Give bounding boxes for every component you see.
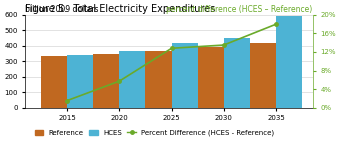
Bar — [93, 54, 119, 108]
Bar — [250, 43, 276, 108]
Text: percent difference (HCES – Reference): percent difference (HCES – Reference) — [166, 5, 312, 14]
Bar — [41, 56, 67, 108]
Bar — [119, 51, 146, 108]
Bar — [224, 38, 250, 108]
Bar — [146, 51, 172, 108]
Bar — [67, 55, 93, 108]
Bar — [276, 17, 302, 108]
Text: Figure 5.  Total Electricity Expenditures: Figure 5. Total Electricity Expenditures — [25, 4, 216, 14]
Bar — [198, 47, 224, 108]
Bar — [172, 43, 198, 108]
Legend: Reference, HCES, Percent Difference (HCES - Reference): Reference, HCES, Percent Difference (HCE… — [32, 127, 277, 139]
Text: billion 2009 dollars: billion 2009 dollars — [25, 5, 99, 14]
